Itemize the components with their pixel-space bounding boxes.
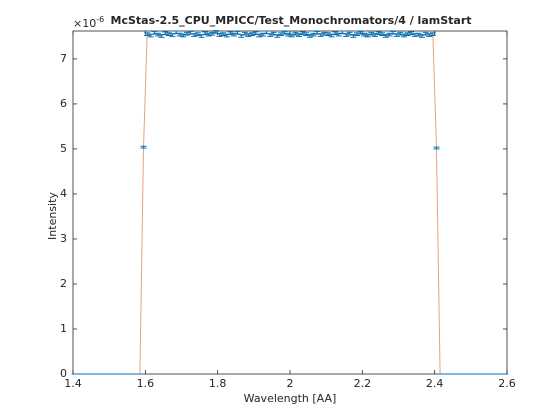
error-bar <box>324 32 331 37</box>
x-tick-label: 1.6 <box>137 377 155 390</box>
error-bar <box>404 32 411 37</box>
error-bar <box>299 31 306 36</box>
error-bar <box>230 32 237 37</box>
error-bar <box>292 31 299 36</box>
error-bar <box>350 34 357 38</box>
error-bar <box>220 32 227 37</box>
error-bar <box>343 33 350 37</box>
error-bar <box>162 31 169 36</box>
error-bar <box>277 32 284 37</box>
error-bar <box>371 33 378 37</box>
error-bar <box>317 33 324 37</box>
error-bar <box>227 31 234 36</box>
y-tick-label: 6 <box>60 97 67 110</box>
error-bar <box>361 32 368 37</box>
error-bar <box>353 32 360 37</box>
error-bar <box>433 146 440 150</box>
error-bar <box>364 33 371 38</box>
error-bar <box>357 30 364 35</box>
error-bar <box>379 32 386 37</box>
x-tick-label: 2.6 <box>498 377 516 390</box>
error-bar <box>144 32 151 37</box>
error-bar <box>288 33 295 38</box>
error-bar <box>306 34 313 38</box>
error-bar <box>397 31 404 36</box>
error-bar <box>429 32 436 37</box>
y-tick-label: 7 <box>60 52 67 65</box>
y-multiplier-exponent: -6 <box>96 15 104 24</box>
x-tick-label: 2.4 <box>426 377 444 390</box>
x-tick-label: 2 <box>287 377 294 390</box>
y-multiplier: ×10-6 <box>73 15 104 31</box>
error-bar <box>205 32 212 37</box>
error-bar <box>267 33 274 37</box>
y-tick-label: 4 <box>60 187 67 200</box>
y-tick-label: 0 <box>60 367 67 380</box>
x-axis-label: Wavelength [AA] <box>244 392 337 405</box>
error-bar <box>400 33 407 38</box>
error-bar <box>216 33 223 37</box>
plot-area <box>72 30 508 375</box>
chart-title: McStas-2.5_CPU_MPICC/Test_Monochromators… <box>111 14 472 27</box>
error-bar <box>256 33 263 38</box>
error-bar <box>332 31 339 36</box>
error-bar <box>245 33 252 37</box>
y-tick-label: 5 <box>60 142 67 155</box>
error-bar <box>249 32 256 37</box>
error-bar <box>241 31 248 36</box>
error-bar <box>202 31 209 36</box>
error-bar <box>422 31 429 36</box>
error-bar <box>296 33 303 37</box>
y-tick-label: 3 <box>60 232 67 245</box>
error-bar <box>281 30 288 35</box>
error-bar <box>426 33 433 37</box>
error-bar <box>165 32 172 37</box>
error-bar <box>154 32 161 37</box>
error-bar <box>415 32 422 37</box>
error-bar <box>303 32 310 37</box>
error-bar <box>375 31 382 36</box>
error-bar <box>393 33 400 37</box>
y-multiplier-base: ×10 <box>73 17 96 30</box>
error-bar <box>386 32 393 37</box>
error-bar <box>194 32 201 37</box>
error-bar <box>368 31 375 36</box>
y-axis-label: Intensity <box>46 192 59 240</box>
error-bar <box>183 31 190 36</box>
x-tick-label: 1.4 <box>64 377 82 390</box>
error-bar <box>310 32 317 37</box>
error-bar <box>180 33 187 38</box>
x-tick-label: 1.8 <box>209 377 227 390</box>
x-tick-label: 2.2 <box>354 377 372 390</box>
y-tick-label: 2 <box>60 277 67 290</box>
y-tick-label: 1 <box>60 322 67 335</box>
error-bar <box>408 31 415 36</box>
error-bar <box>191 33 198 37</box>
error-bar <box>151 30 158 35</box>
line <box>74 31 506 375</box>
error-bar <box>176 32 183 37</box>
error-bar <box>382 34 389 38</box>
error-bar <box>285 32 292 37</box>
error-bar <box>209 31 216 36</box>
error-bar <box>274 34 281 38</box>
error-bar <box>140 145 147 149</box>
